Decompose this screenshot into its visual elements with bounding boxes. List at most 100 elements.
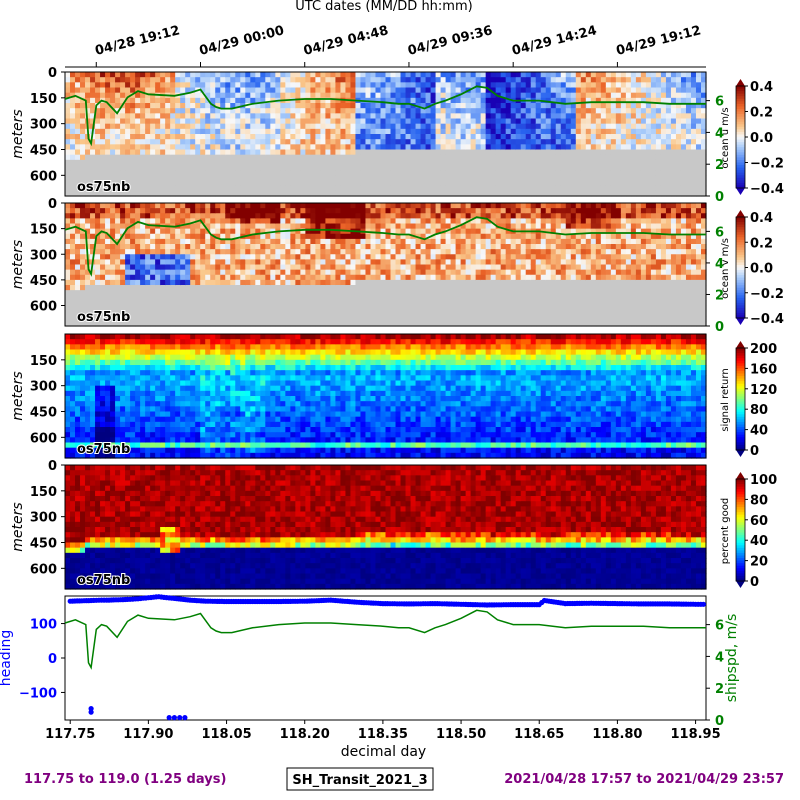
heatmap-cell	[240, 223, 246, 230]
heatmap-cell	[365, 259, 372, 266]
heatmap-cell	[235, 118, 241, 125]
heatmap-cell	[695, 113, 702, 120]
heatmap-cell	[425, 274, 432, 281]
heatmap-cell	[280, 290, 286, 296]
heatmap-cell	[200, 123, 206, 130]
heatmap-cell	[375, 279, 382, 286]
heatmap-cell	[440, 238, 447, 245]
heatmap-cell	[525, 144, 532, 151]
heatmap-cell	[490, 170, 497, 176]
heatmap-cell	[450, 103, 457, 109]
heatmap-cell	[75, 190, 81, 197]
heatmap-cell	[275, 279, 281, 286]
heatmap-cell	[195, 295, 201, 301]
heatmap-cell	[335, 165, 342, 171]
heatmap-cell	[400, 279, 407, 286]
heatmap-cell	[210, 238, 216, 245]
heatmap-cell	[540, 123, 547, 130]
heatmap-cell	[110, 213, 116, 219]
heatmap-cell	[470, 165, 477, 171]
heatmap-cell	[200, 97, 206, 104]
heatmap-cell	[465, 113, 472, 120]
heatmap-cell	[290, 208, 296, 214]
heatmap-cell	[75, 118, 81, 125]
heatmap-cell	[660, 97, 667, 104]
colorbar-extend-top	[736, 79, 745, 86]
heatmap-cell	[215, 159, 221, 166]
heatmap-cell	[250, 190, 256, 197]
heatmap-cell	[460, 113, 467, 120]
heatmap-cell	[685, 118, 692, 125]
heatmap-cell	[245, 285, 251, 291]
heatmap-cell	[345, 300, 352, 307]
heatmap-cell	[105, 290, 111, 296]
heatmap-cell	[95, 77, 101, 83]
heatmap-cell	[235, 244, 241, 250]
heatmap-cell	[365, 108, 372, 114]
heatmap-cell	[550, 92, 557, 99]
heatmap-cell	[400, 305, 407, 312]
heatmap-cell	[135, 92, 141, 99]
heatmap-cell	[490, 108, 497, 114]
heatmap-cell	[625, 159, 632, 166]
heatmap-cell	[525, 103, 532, 109]
heatmap-cell	[85, 87, 91, 94]
heatmap-cell	[655, 87, 662, 94]
heatmap-cell	[470, 128, 477, 135]
heatmap-cell	[160, 82, 166, 89]
heatmap-cell	[330, 254, 337, 260]
heatmap-cell	[365, 139, 372, 145]
heatmap-cell	[365, 87, 372, 94]
heatmap-cell	[435, 274, 442, 281]
heatmap-cell	[260, 315, 266, 322]
heatmap-cell	[415, 259, 422, 266]
heatmap-cell	[485, 118, 492, 125]
heatmap-cell	[605, 185, 612, 192]
heatmap-cell	[275, 72, 281, 78]
heatmap-cell	[120, 175, 126, 182]
heatmap-cell	[550, 77, 557, 83]
heatmap-cell	[625, 180, 632, 187]
heatmap-cell	[275, 139, 281, 145]
heatmap-cell	[285, 170, 291, 176]
heatmap-cell	[410, 123, 417, 130]
heatmap-cell	[295, 170, 301, 176]
heatmap-cell	[125, 259, 131, 266]
heatmap-cell	[110, 185, 116, 192]
heatmap-cell	[655, 72, 662, 78]
heatmap-cell	[525, 72, 532, 78]
heatmap-cell	[410, 264, 417, 271]
heatmap-cell	[130, 244, 136, 250]
heatmap-cell	[340, 118, 347, 125]
heatmap-cell	[540, 72, 547, 78]
heatmap-cell	[115, 249, 121, 255]
heatmap-cell	[75, 285, 81, 291]
heatmap-cell	[435, 233, 442, 240]
heatmap-cell	[380, 190, 387, 197]
heatmap-cell	[560, 170, 567, 176]
heatmap-cell	[550, 108, 557, 114]
heatmap-cell	[320, 103, 327, 109]
heatmap-cell	[620, 185, 627, 192]
heatmap-cell	[690, 77, 697, 83]
heatmap-cell	[170, 218, 176, 225]
heatmap-cell	[320, 165, 327, 171]
heatmap-cell	[535, 139, 542, 145]
heatmap-cell	[300, 320, 306, 327]
heatmap-cell	[450, 77, 457, 83]
heatmap-cell	[90, 97, 96, 104]
heatmap-cell	[325, 154, 332, 161]
heatmap-cell	[110, 295, 116, 301]
heatmap-cell	[350, 149, 357, 156]
heatmap-cell	[340, 92, 347, 99]
heatmap-cell	[90, 310, 96, 317]
heatmap-cell	[215, 238, 221, 245]
heatmap-cell	[430, 213, 437, 219]
heatmap-cell	[140, 254, 146, 260]
heatmap-cell	[645, 170, 652, 176]
heatmap-cell	[270, 87, 276, 94]
heatmap-cell	[370, 144, 377, 151]
heatmap-cell	[185, 259, 191, 266]
heatmap-cell	[315, 77, 321, 83]
heatmap-cell	[395, 170, 402, 176]
